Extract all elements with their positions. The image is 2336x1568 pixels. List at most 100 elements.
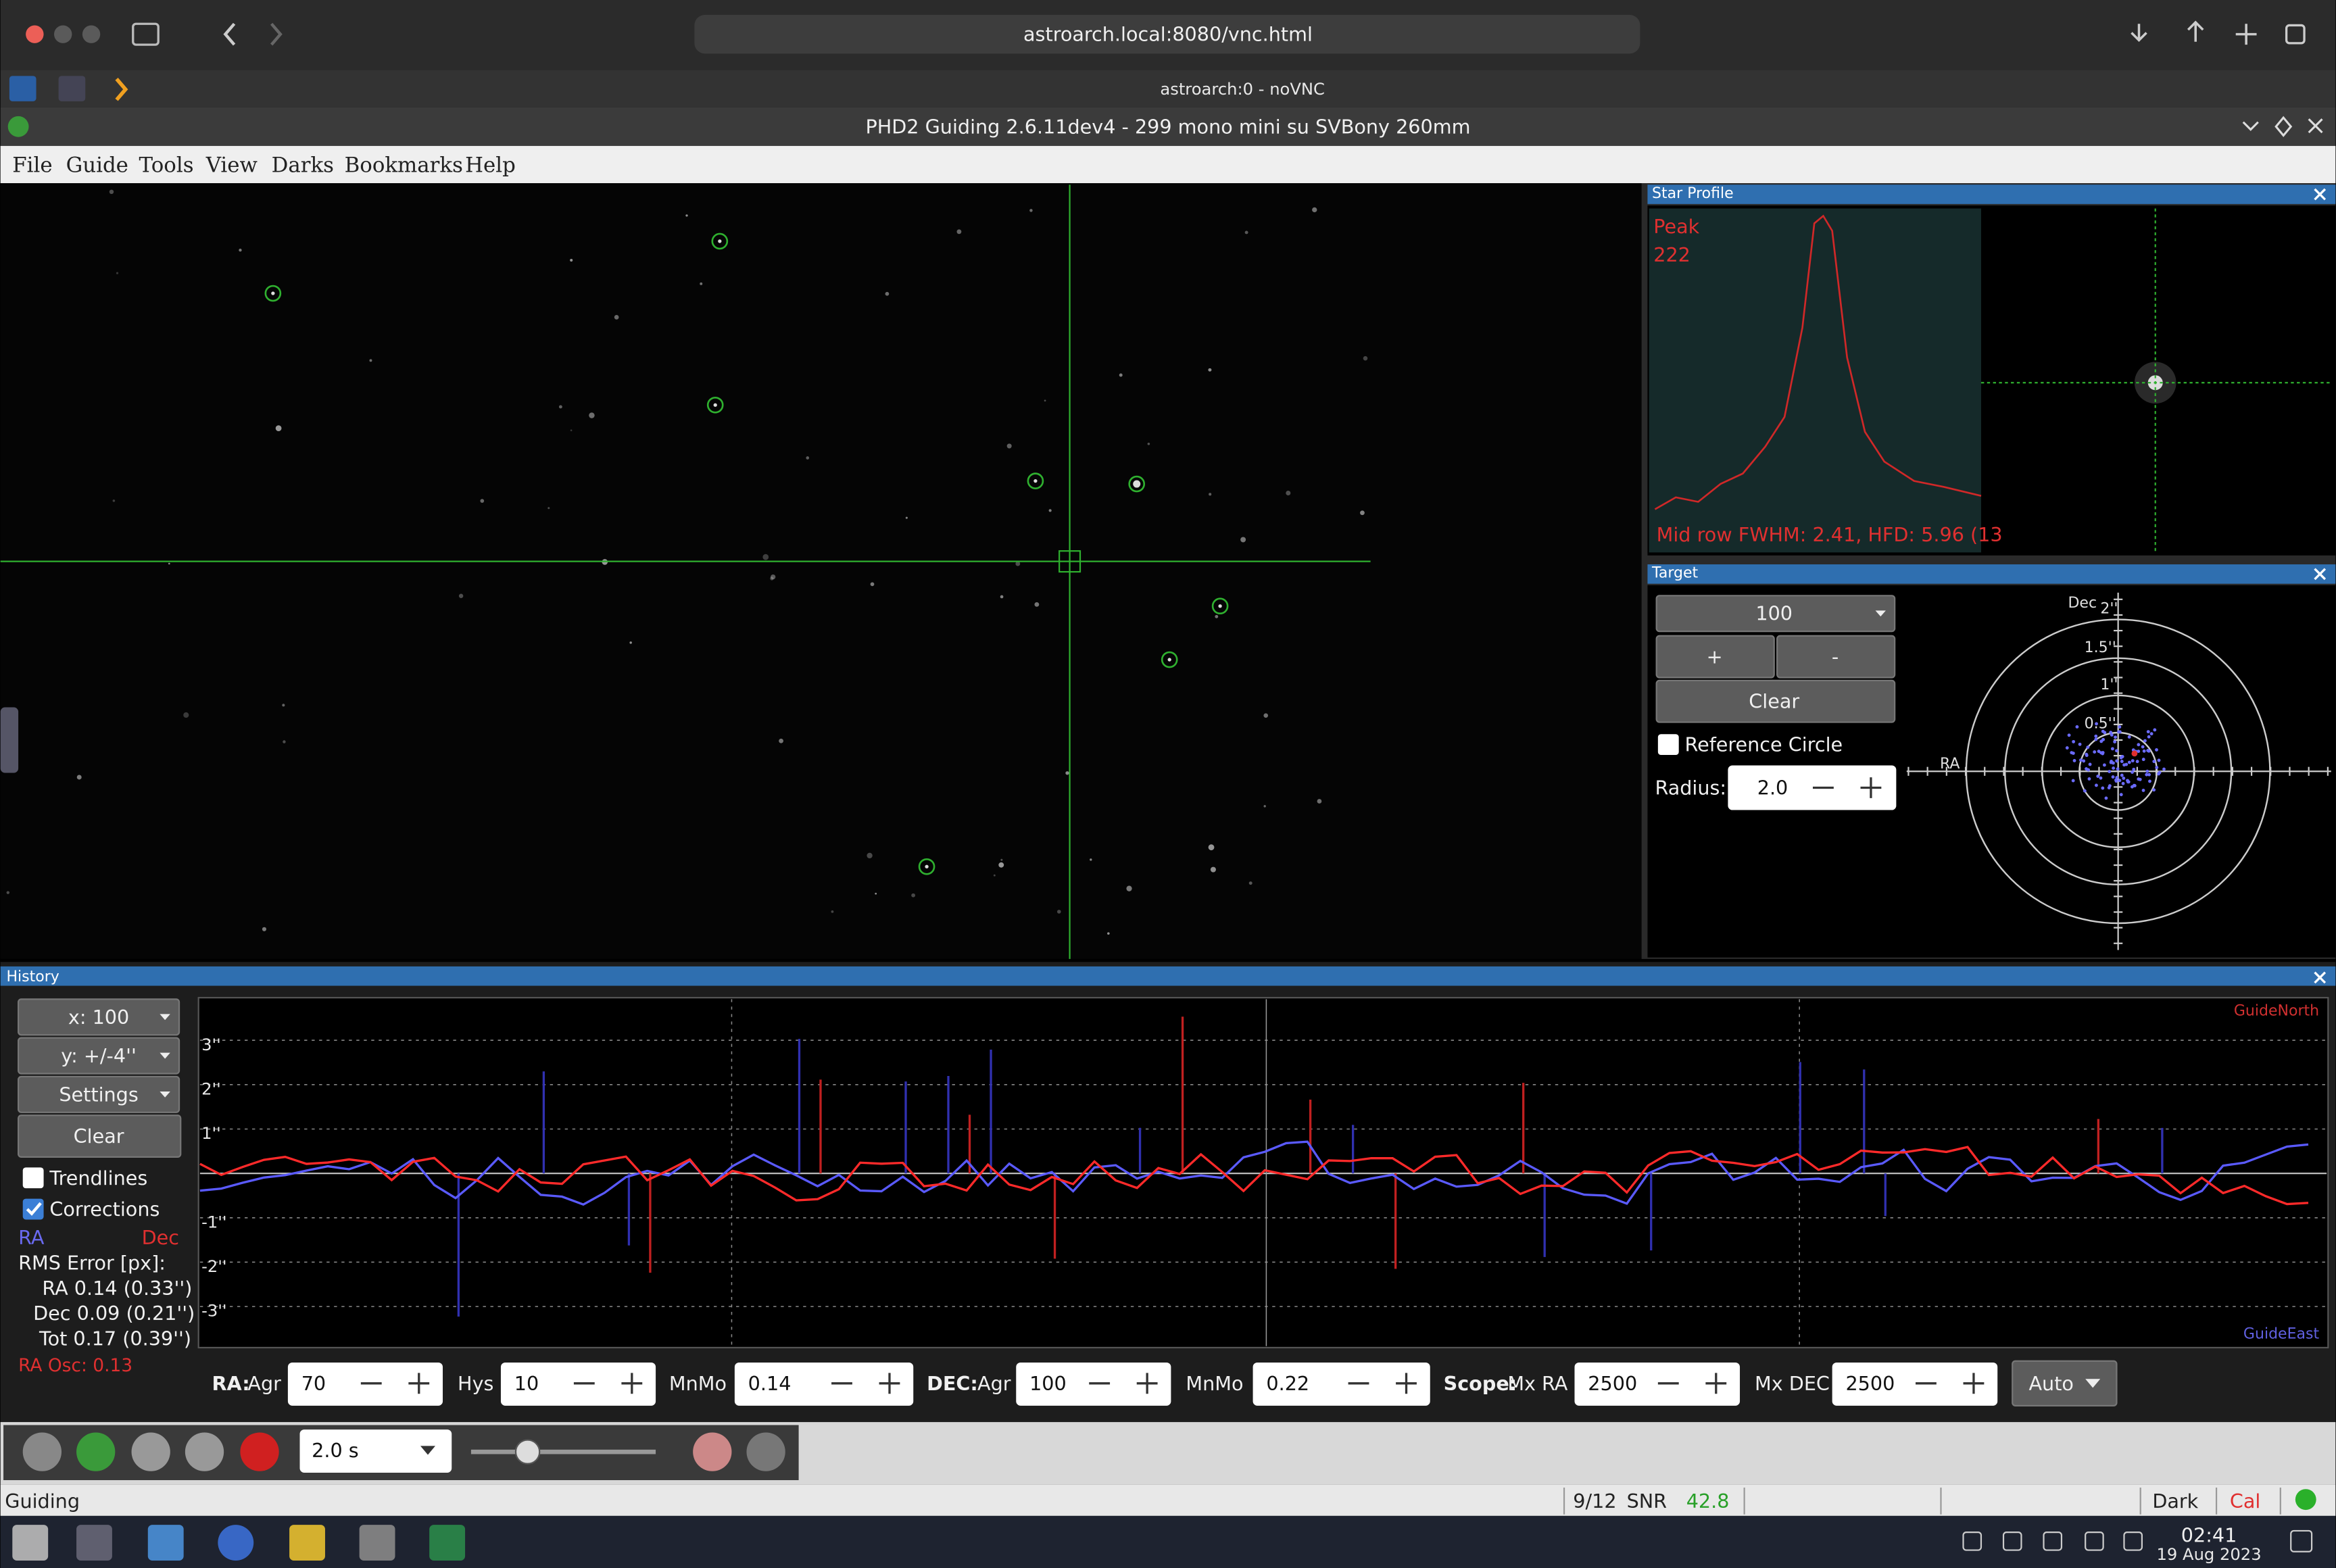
tool-button[interactable] xyxy=(185,1432,224,1471)
button-label[interactable]: + xyxy=(1707,645,1723,668)
checkbox[interactable] xyxy=(22,1198,44,1220)
spin-box[interactable] xyxy=(734,1362,914,1406)
show-desktop[interactable] xyxy=(2290,1529,2313,1552)
menu-item[interactable]: View xyxy=(205,153,258,178)
back-icon[interactable] xyxy=(223,22,236,46)
tabs-icon[interactable] xyxy=(2285,24,2306,45)
dropdown[interactable]: Auto xyxy=(2028,1372,2073,1395)
tool-button[interactable] xyxy=(76,1432,116,1471)
window-buttons[interactable] xyxy=(2242,116,2323,137)
close-icon[interactable] xyxy=(2314,971,2327,984)
guide-point xyxy=(2120,773,2124,777)
spin-box[interactable] xyxy=(1574,1362,1741,1406)
taskbar-icon[interactable] xyxy=(147,1525,184,1561)
dropdown[interactable]: y: +/-4'' xyxy=(61,1044,137,1067)
close-dot[interactable] xyxy=(26,25,44,43)
spin-icons[interactable] xyxy=(1657,1373,1727,1394)
checkbox-label[interactable]: Trendlines xyxy=(49,1167,147,1190)
button[interactable] xyxy=(18,1075,180,1113)
slider-knob[interactable] xyxy=(514,1439,541,1465)
tray-icon[interactable] xyxy=(2002,1532,2022,1551)
spin-icons[interactable] xyxy=(1348,1373,1417,1394)
radius-value[interactable]: 2.0 xyxy=(1757,777,1788,800)
tool-button[interactable] xyxy=(240,1432,279,1471)
button-label[interactable]: Clear xyxy=(1749,690,1799,713)
spin-value[interactable]: 70 xyxy=(301,1372,326,1395)
menu-item[interactable]: Guide xyxy=(66,153,128,178)
taskbar-icon[interactable] xyxy=(12,1525,49,1561)
spin-value[interactable]: 2500 xyxy=(1588,1372,1637,1395)
button-label[interactable]: - xyxy=(1832,645,1839,668)
spin-box[interactable] xyxy=(1832,1362,1998,1406)
tab-icon[interactable] xyxy=(58,76,86,101)
button[interactable] xyxy=(1655,635,1775,679)
tool-button[interactable] xyxy=(693,1432,732,1471)
spin-icons[interactable] xyxy=(831,1373,900,1394)
tab-icon[interactable] xyxy=(9,76,36,101)
menu-item[interactable]: File xyxy=(12,153,52,178)
button[interactable] xyxy=(1655,679,1896,723)
tray-icon[interactable] xyxy=(2085,1532,2104,1551)
tab-icon[interactable] xyxy=(115,77,128,101)
taskbar-icon[interactable] xyxy=(76,1525,112,1561)
star xyxy=(629,641,632,644)
spin-value[interactable]: 0.14 xyxy=(748,1372,792,1395)
side-tab[interactable] xyxy=(0,707,19,773)
checkbox-label[interactable]: Corrections xyxy=(49,1198,160,1221)
tool-button[interactable] xyxy=(131,1432,170,1471)
url-text[interactable]: astroarch.local:8080/vnc.html xyxy=(1023,23,1313,46)
spin-value[interactable]: 2500 xyxy=(1845,1372,1895,1395)
star xyxy=(1208,844,1215,851)
button[interactable] xyxy=(1776,635,1896,679)
menu-item[interactable]: Bookmarks xyxy=(345,153,463,178)
button-label[interactable]: Clear xyxy=(74,1125,124,1148)
zoom-value[interactable]: 100 xyxy=(1755,602,1793,625)
close-icon[interactable] xyxy=(2314,568,2327,581)
spin-box[interactable] xyxy=(1252,1362,1430,1406)
spin-value[interactable]: 100 xyxy=(1029,1372,1067,1395)
taskbar-icon[interactable] xyxy=(429,1525,466,1561)
spin-value[interactable]: 10 xyxy=(514,1372,539,1395)
button[interactable] xyxy=(18,1114,182,1158)
star xyxy=(867,852,873,859)
checkbox[interactable] xyxy=(1657,734,1679,756)
spin-icons[interactable] xyxy=(360,1373,430,1394)
minimize-dot[interactable] xyxy=(53,25,72,43)
spin-value[interactable]: 0.22 xyxy=(1266,1372,1309,1395)
button[interactable] xyxy=(2012,1360,2118,1406)
taskbar-icon[interactable] xyxy=(289,1525,325,1561)
browser-icons[interactable] xyxy=(2131,20,2257,45)
exposure-box[interactable] xyxy=(299,1429,452,1473)
spin-icons[interactable] xyxy=(1089,1373,1158,1394)
button[interactable] xyxy=(18,998,180,1036)
forward-icon[interactable] xyxy=(270,22,283,46)
spin-box[interactable] xyxy=(1728,765,1897,810)
tool-button[interactable] xyxy=(746,1432,785,1471)
tray-icon[interactable] xyxy=(1962,1532,1982,1551)
dropdown[interactable]: Settings xyxy=(59,1083,138,1106)
tray-icon[interactable] xyxy=(2123,1532,2143,1551)
address-bar[interactable] xyxy=(694,15,1640,54)
menu-item[interactable]: Tools xyxy=(139,153,194,178)
clock-date: 19 Aug 2023 xyxy=(2156,1545,2261,1564)
spin-icons[interactable] xyxy=(1812,777,1882,798)
exposure-value[interactable]: 2.0 s xyxy=(312,1439,359,1462)
button[interactable] xyxy=(1655,595,1896,633)
zoom-dot[interactable] xyxy=(82,25,101,43)
dropdown[interactable]: x: 100 xyxy=(68,1006,129,1029)
tab-title[interactable]: astroarch:0 - noVNC xyxy=(1160,80,1325,99)
close-icon[interactable] xyxy=(2314,188,2327,201)
button[interactable] xyxy=(18,1037,180,1075)
checkbox-label[interactable]: Reference Circle xyxy=(1685,733,1843,756)
taskbar-icon[interactable] xyxy=(218,1525,254,1561)
spin-icons[interactable] xyxy=(1916,1373,1985,1394)
guide-point xyxy=(2120,755,2124,758)
menu-item[interactable]: Help xyxy=(465,153,516,178)
tray-icon[interactable] xyxy=(2043,1532,2063,1551)
tool-button[interactable] xyxy=(22,1432,62,1471)
sidebar-icon[interactable] xyxy=(132,22,160,46)
menu-item[interactable]: Darks xyxy=(272,153,334,178)
checkbox[interactable] xyxy=(22,1167,44,1189)
taskbar-icon[interactable] xyxy=(359,1525,395,1561)
spin-icons[interactable] xyxy=(573,1373,643,1394)
